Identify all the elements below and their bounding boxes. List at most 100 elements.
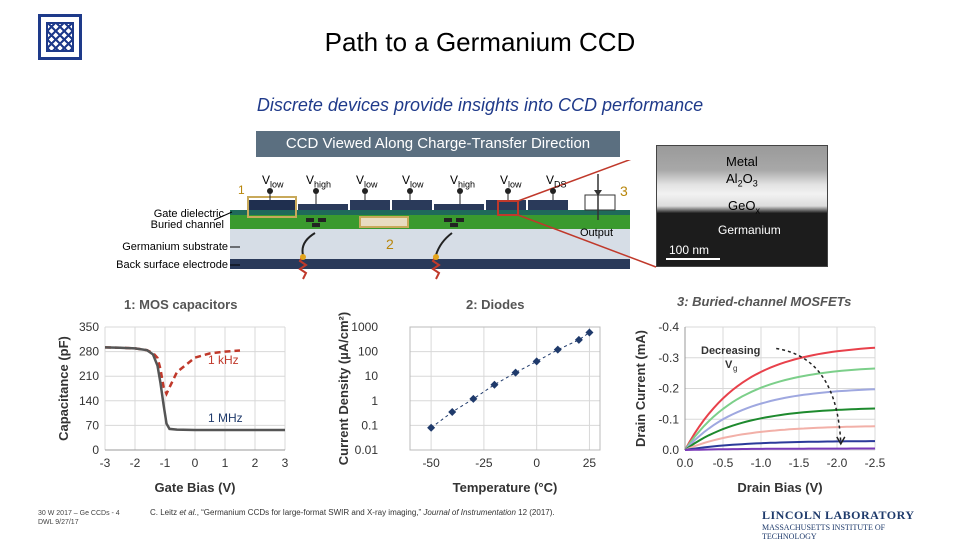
substrate-label: Germanium substrate xyxy=(122,241,228,253)
gate-label-4: Vlow xyxy=(402,173,424,190)
y-tick-label: 0.0 xyxy=(662,443,679,457)
y-tick-label: 140 xyxy=(79,394,99,408)
tem-micrograph xyxy=(656,145,828,267)
x-tick-label: -1 xyxy=(160,456,171,470)
gate-electrodes xyxy=(248,200,568,210)
gate-label-2: Vhigh xyxy=(306,173,332,190)
y-tick-label: 350 xyxy=(79,320,99,334)
data-point xyxy=(553,345,562,354)
x-tick-label: 1 xyxy=(222,456,229,470)
y-axis-label: Capacitance (pF) xyxy=(56,336,71,441)
x-tick-label: -2 xyxy=(130,456,141,470)
ccd-banner: CCD Viewed Along Charge-Transfer Directi… xyxy=(256,131,620,157)
y-tick-label: -0.1 xyxy=(658,412,679,426)
footer-date: DWL 9/27/17 xyxy=(38,519,79,526)
region-2-box xyxy=(359,216,409,228)
gate-contacts xyxy=(267,188,556,204)
y-tick-label: 70 xyxy=(86,418,100,432)
series-line-1 xyxy=(684,346,876,451)
x-tick-label: 25 xyxy=(583,456,597,470)
charge-packet xyxy=(456,218,464,222)
output-transistor xyxy=(584,194,616,211)
tem-scale-label: 100 nm xyxy=(669,243,710,257)
germanium-substrate-layer xyxy=(230,229,630,259)
gate-electrode xyxy=(434,204,484,210)
annotation-arrow xyxy=(776,347,842,444)
series-label: 1 MHz xyxy=(208,411,243,425)
x-tick-label: -25 xyxy=(475,456,493,470)
x-tick-label: -1.5 xyxy=(789,456,810,470)
data-point xyxy=(427,423,436,432)
x-tick-label: 0 xyxy=(192,456,199,470)
y-tick-label: 100 xyxy=(358,345,378,359)
region-marker-1: 1 xyxy=(238,183,245,197)
annotation-sub: g xyxy=(733,364,737,373)
buried-channel-layer xyxy=(230,215,630,229)
x-axis-label: Temperature (°C) xyxy=(453,480,558,495)
page-subtitle: Discrete devices provide insights into C… xyxy=(256,95,704,115)
y-tick-label: -0.3 xyxy=(658,351,679,365)
y-axis-label: Current Density (µA/cm²) xyxy=(336,312,351,465)
gate-electrode xyxy=(350,200,390,210)
back-electrode-layer xyxy=(230,259,630,269)
data-point xyxy=(448,408,457,417)
y-tick-label: 0 xyxy=(92,443,99,457)
footer-slide-info: 30 W 2017 – Ge CCDs - 4 xyxy=(38,510,120,517)
series-line-2 xyxy=(684,367,876,451)
x-axis-label: Gate Bias (V) xyxy=(155,480,236,495)
tem-geo-label: GeOx xyxy=(728,198,760,216)
chart2-title: 2: Diodes xyxy=(466,297,525,312)
series-label: 1 kHz xyxy=(208,353,239,367)
x-tick-label: -50 xyxy=(422,456,440,470)
charge-packet xyxy=(312,223,320,227)
region-zoom-box xyxy=(497,200,519,216)
tem-metal-label: Metal xyxy=(726,154,758,169)
x-tick-label: 2 xyxy=(252,456,259,470)
series-line-6 xyxy=(684,440,875,451)
gate-label-6: Vlow xyxy=(500,173,522,190)
gate-electrode xyxy=(298,204,348,210)
mosfet-chart: 0.0 -0.1 -0.2 -0.3 -0.4 0.0 -0.5 -1.0 -1.5 -2.0 -2… xyxy=(633,320,886,495)
gate-dielectric-layer xyxy=(230,210,630,215)
lab-subtitle: MASSACHUSETTS INSTITUTE OF TECHNOLOGY xyxy=(762,523,886,540)
x-tick-label: -2.5 xyxy=(865,456,886,470)
diode-chart: 0.01 0.1 1 10 100 1000 -50 -25 0 25 Temperature (°… xyxy=(336,312,601,495)
region-marker-3: 3 xyxy=(620,183,628,199)
series-line-4 xyxy=(684,407,876,451)
gate-electrode xyxy=(392,200,432,210)
gate-label-7: VDS xyxy=(546,173,567,190)
mos-capacitor-chart: 0 70 140 210 280 350 -3 -2 -1 0 1 2 3 1 kHz 1 MHz Gate … xyxy=(56,320,289,495)
zoom-line xyxy=(517,160,632,202)
series-line-3 xyxy=(684,388,876,451)
chart3-title: 3: Buried-channel MOSFETs xyxy=(677,294,852,309)
gate-dielectric-label: Gate dielectric xyxy=(153,208,224,220)
gate-label-1: Vlow xyxy=(262,173,284,190)
chart1-title: 1: MOS capacitors xyxy=(124,297,238,312)
plot-frame xyxy=(409,326,601,451)
gate-electrode xyxy=(528,200,568,210)
gate-label-5: Vhigh xyxy=(450,173,476,190)
data-point xyxy=(585,328,594,337)
page-title: Path to a Germanium CCD xyxy=(324,27,636,57)
ccd-cross-section xyxy=(213,160,657,280)
lab-name: LINCOLN LABORATORY xyxy=(762,508,915,522)
x-tick-label: -3 xyxy=(100,456,111,470)
tem-al2o3-label: Al2O3 xyxy=(726,171,758,189)
x-tick-label: -0.5 xyxy=(713,456,734,470)
gate-label-3: Vlow xyxy=(356,173,378,190)
gate-electrode xyxy=(248,200,296,210)
charge-packet xyxy=(444,218,452,222)
y-tick-label: 0.01 xyxy=(355,443,379,457)
x-tick-label: -2.0 xyxy=(827,456,848,470)
series-line-7 xyxy=(684,447,875,451)
charge-packet xyxy=(450,223,458,227)
annotation-label: Decreasing xyxy=(701,345,760,357)
annotation-var: V xyxy=(725,359,733,371)
output-label: Output xyxy=(580,227,614,239)
data-point xyxy=(490,380,499,389)
mit-ll-logo xyxy=(38,14,82,60)
back-electrode-label: Back surface electrode xyxy=(116,259,228,271)
y-tick-label: 1000 xyxy=(351,320,378,334)
x-tick-label: 3 xyxy=(282,456,289,470)
data-point xyxy=(574,335,583,344)
